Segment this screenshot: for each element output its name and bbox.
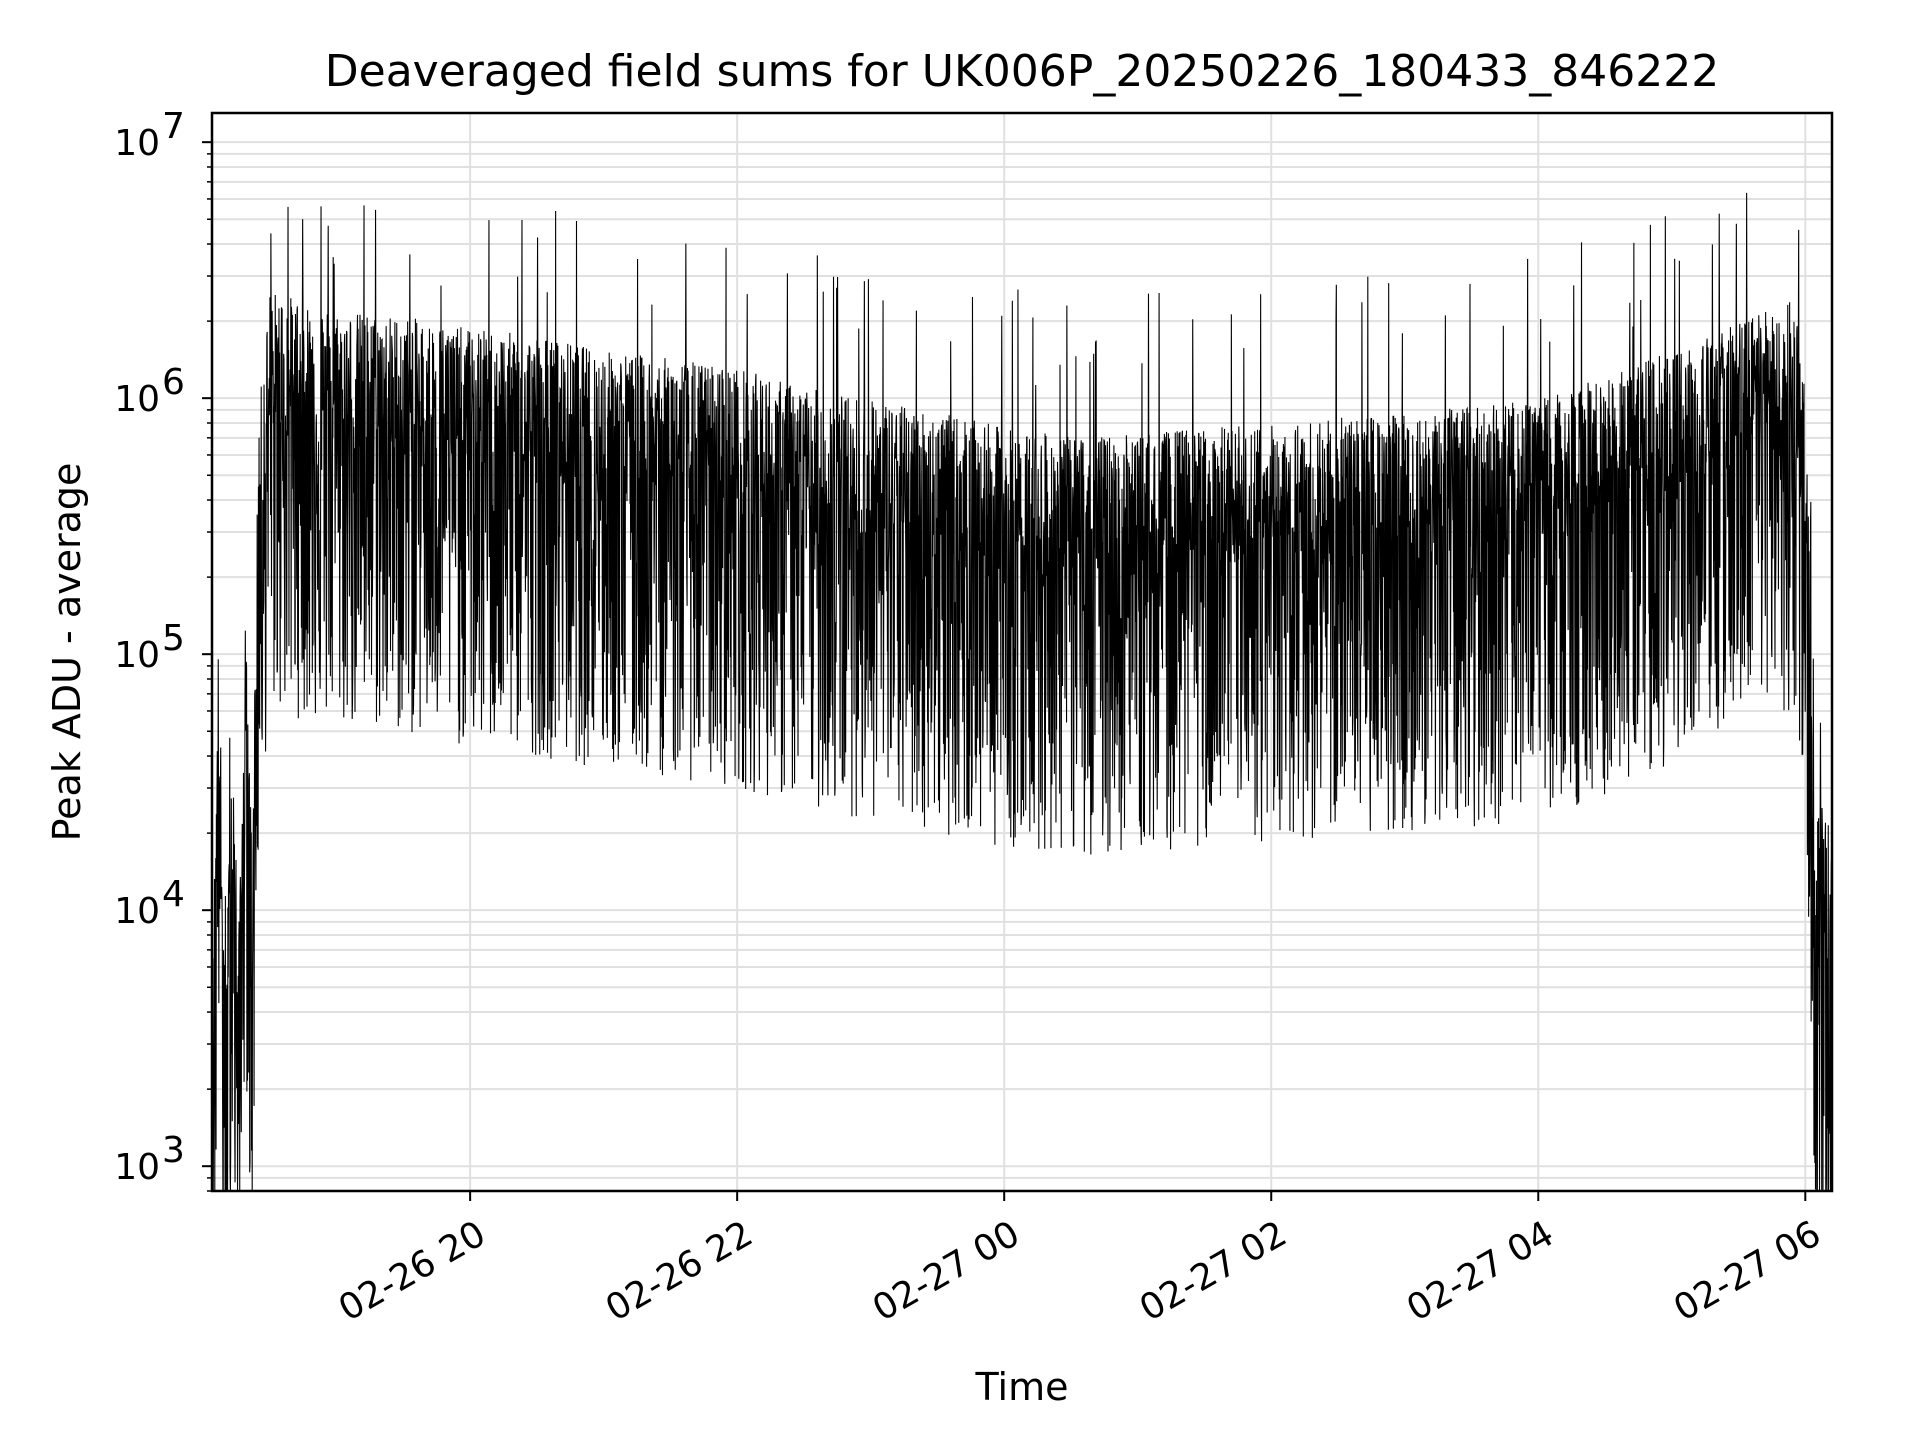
y-tick-label-exponent: 6 xyxy=(162,362,185,403)
y-axis-label: Peak ADU - average xyxy=(45,463,89,842)
x-axis-label: Time xyxy=(975,1365,1069,1409)
y-tick-label-exponent: 7 xyxy=(162,106,185,147)
plot-area xyxy=(211,192,1833,1192)
y-tick-label: 10 xyxy=(114,379,160,420)
y-tick-label-exponent: 3 xyxy=(162,1130,185,1171)
y-tick-label: 10 xyxy=(114,891,160,932)
y-tick-label: 10 xyxy=(114,635,160,676)
y-tick-label-exponent: 4 xyxy=(162,874,185,915)
chart-title: Deaveraged field sums for UK006P_2025022… xyxy=(325,46,1719,97)
y-tick-label: 10 xyxy=(114,123,160,164)
series-line xyxy=(211,192,1833,1192)
plot-frame xyxy=(210,111,1834,1193)
y-tick-label: 10 xyxy=(114,1147,160,1188)
y-tick-label-exponent: 5 xyxy=(162,618,185,659)
